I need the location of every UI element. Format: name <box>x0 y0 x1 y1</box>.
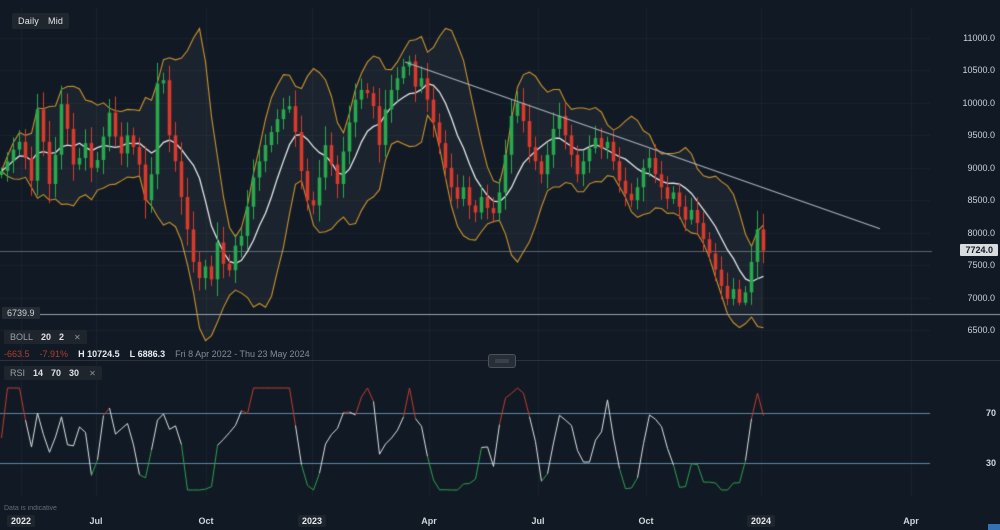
price-axis-label: 10000.0 <box>962 97 995 108</box>
change-value: -663.5 <box>4 349 30 359</box>
rsi-overbought-axis-label: 70 <box>985 408 996 418</box>
time-axis-label: 2024 <box>746 515 776 527</box>
rsi-label: RSI <box>10 368 26 378</box>
date-range: Fri 8 Apr 2022 - Thu 23 May 2024 <box>175 349 310 359</box>
price-axis-label: 7500.0 <box>967 260 995 271</box>
pane-resize-handle[interactable] <box>488 354 516 368</box>
price-type-mid-button[interactable]: Mid <box>42 13 70 29</box>
support-price-label: 6739.9 <box>2 307 40 320</box>
price-axis-label: 9500.0 <box>967 130 995 141</box>
rsi-close-icon[interactable]: ✕ <box>89 368 96 378</box>
time-axis-label: Jul <box>531 516 545 526</box>
rsi-indicator-legend: RSI 14 70 30 ✕ <box>4 366 102 380</box>
time-axis-label: Oct <box>638 516 654 526</box>
time-axis-label: Apr <box>421 516 437 526</box>
price-axis-label: 11000.0 <box>963 33 995 43</box>
price-axis-label: 9000.0 <box>967 162 995 173</box>
boll-stats-row: -663.5 -7.91% H 10724.5 L 6886.3 Fri 8 A… <box>4 349 310 359</box>
boll-indicator-legend: BOLL 20 2 ✕ <box>4 330 87 344</box>
change-percent: -7.91% <box>39 349 69 359</box>
interval-daily-button[interactable]: Daily <box>12 13 46 29</box>
pane-resize-grip <box>495 359 509 363</box>
boll-label: BOLL <box>10 332 34 342</box>
time-axis-label: 2023 <box>297 515 327 527</box>
time-axis-label: 2022 <box>6 515 36 527</box>
price-axis-label: 6500.0 <box>967 325 995 335</box>
time-axis-label: Jul <box>89 516 103 526</box>
price-axis-label: 10500.0 <box>962 65 995 76</box>
price-axis-label: 7000.0 <box>967 292 995 303</box>
boll-close-icon[interactable]: ✕ <box>74 332 81 342</box>
high-stat: H 10724.5 <box>78 349 120 359</box>
scrollbar-thumb[interactable] <box>988 524 1000 530</box>
low-stat: L 6886.3 <box>129 349 166 359</box>
rsi-period-value: 14 <box>33 368 44 378</box>
time-axis-label: Oct <box>198 516 214 526</box>
boll-period-value: 20 <box>41 332 52 342</box>
last-price-label: 7724.0 <box>960 243 998 256</box>
rsi-overbought-value: 70 <box>51 368 62 378</box>
price-axis-label: 8000.0 <box>967 227 995 238</box>
rsi-oversold-axis-label: 30 <box>985 458 996 468</box>
price-axis-label: 8500.0 <box>967 195 995 206</box>
time-axis-label: Apr <box>903 516 919 526</box>
boll-stddev-value: 2 <box>59 332 65 342</box>
data-indicative-note: Data is indicative <box>4 505 57 512</box>
rsi-oversold-value: 30 <box>69 368 80 378</box>
